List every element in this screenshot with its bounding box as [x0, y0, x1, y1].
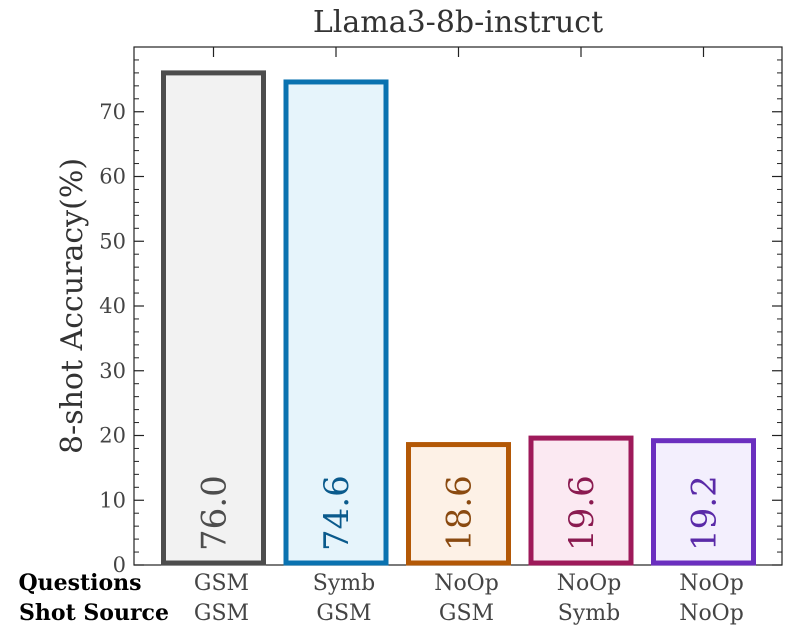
y-tick-label: 70: [99, 100, 126, 124]
x-label-shot-source: Symb: [558, 601, 620, 626]
x-label-shot-source: GSM: [316, 601, 371, 626]
bars: 76.0 74.6 18.6 19.6 19.2: [161, 70, 756, 566]
y-ticks: 0 10 20 30 40 50 60 70: [99, 47, 782, 577]
bar-value-label: 18.6: [440, 475, 480, 551]
row-label-shot-source: Shot Source: [19, 600, 169, 626]
bar-value-label: 76.0: [195, 475, 235, 551]
y-tick-label: 50: [99, 229, 126, 253]
x-category-labels: GSM GSM Symb GSM NoOp GSM NoOp Symb NoOp NoOp Ques…: [18, 570, 743, 626]
bar: [406, 442, 511, 566]
bar-value-label: 74.6: [317, 475, 357, 551]
y-tick-label: 30: [99, 359, 126, 383]
bar-value-label: 19.2: [685, 475, 725, 551]
x-label-shot-source: NoOp: [679, 601, 744, 626]
x-label-questions: NoOp: [434, 571, 499, 596]
bar: [651, 438, 756, 566]
x-label-questions: Symb: [313, 571, 375, 596]
x-label-questions: NoOp: [679, 571, 744, 596]
y-tick-label: 60: [99, 165, 126, 189]
x-label-questions: NoOp: [557, 571, 622, 596]
row-label-questions: Questions: [18, 570, 141, 596]
y-tick-label: 40: [99, 294, 126, 318]
x-label-shot-source: GSM: [194, 601, 249, 626]
y-axis-label: 8-shot Accuracy(%): [55, 158, 90, 454]
y-tick-label: 10: [99, 488, 126, 512]
bar-value-label: 19.6: [562, 475, 602, 551]
bar: [283, 79, 389, 566]
y-tick-label: 20: [99, 424, 126, 448]
y-tick-label: 0: [113, 553, 126, 577]
x-label-shot-source: GSM: [439, 601, 494, 626]
chart-title: Llama3-8b-instruct: [313, 5, 603, 40]
bar: [528, 435, 634, 566]
bar: [161, 70, 266, 566]
x-label-questions: GSM: [194, 571, 249, 596]
